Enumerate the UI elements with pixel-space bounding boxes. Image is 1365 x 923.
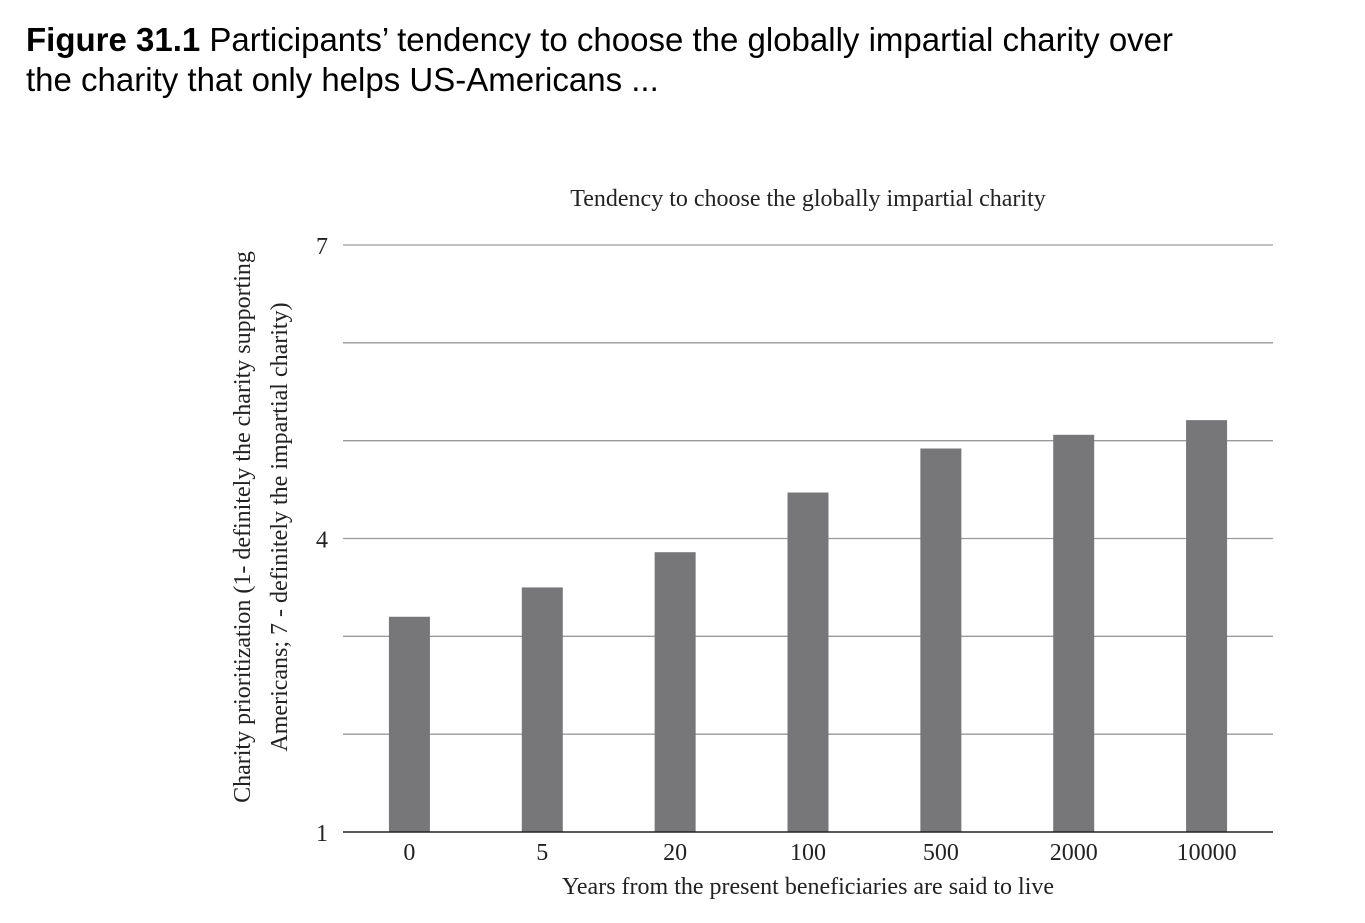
bars (388, 420, 1228, 832)
x-tick-label: 10000 (1177, 840, 1237, 866)
y-tick-label: 7 (316, 234, 328, 260)
y-axis-label: Charity prioritization (1- definitely th… (230, 251, 293, 803)
x-tick-label: 5 (536, 840, 548, 866)
x-tick-label: 0 (403, 840, 415, 866)
figure-label: Figure 31.1 (26, 21, 201, 58)
chart-title: Tendency to choose the globally impartia… (570, 186, 1046, 212)
x-tick-label: 20 (663, 840, 687, 866)
bar (654, 552, 696, 832)
bar (388, 616, 430, 832)
figure-caption-text: Participants’ tendency to choose the glo… (26, 21, 1174, 98)
figure-caption: Figure 31.1 Participants’ tendency to ch… (26, 20, 1226, 100)
x-tick-labels: 0 5 20 100 500 2000 10000 (403, 840, 1236, 866)
y-axis-label-line-1: Charity prioritization (1- definitely th… (230, 251, 256, 803)
x-axis-label: Years from the present beneficiaries are… (562, 874, 1054, 900)
y-tick-label: 4 (316, 528, 328, 554)
bar (1186, 420, 1228, 832)
x-tick-label: 100 (790, 840, 826, 866)
gridlines (343, 244, 1273, 735)
bar (521, 587, 563, 832)
bar (920, 448, 962, 832)
bar (787, 492, 829, 832)
x-tick-label: 500 (923, 840, 959, 866)
y-tick-label: 1 (316, 821, 328, 847)
bar (1053, 434, 1095, 832)
y-tick-labels: 1 4 7 (316, 234, 328, 847)
x-tick-label: 2000 (1050, 840, 1098, 866)
y-axis-label-line-2: Americans; 7 - definitely the impartial … (267, 302, 293, 751)
